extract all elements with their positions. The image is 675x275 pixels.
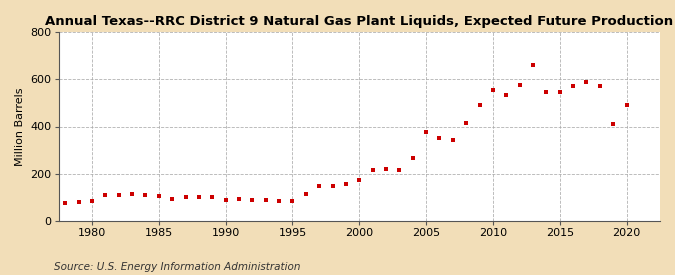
Point: [74, 200, 84, 204]
Point: [207, 195, 218, 200]
Point: [220, 197, 231, 202]
Point: [314, 183, 325, 188]
Title: Annual Texas--RRC District 9 Natural Gas Plant Liquids, Expected Future Producti: Annual Texas--RRC District 9 Natural Gas…: [45, 15, 674, 28]
Point: [60, 201, 71, 205]
Point: [461, 121, 472, 125]
Point: [394, 168, 405, 172]
Point: [568, 84, 578, 89]
Text: Source: U.S. Energy Information Administration: Source: U.S. Energy Information Administ…: [54, 262, 300, 272]
Point: [113, 193, 124, 197]
Point: [100, 193, 111, 197]
Point: [140, 193, 151, 197]
Point: [448, 137, 458, 142]
Point: [153, 194, 164, 199]
Point: [514, 83, 525, 87]
Point: [528, 63, 539, 67]
Point: [327, 183, 338, 188]
Point: [381, 167, 392, 171]
Point: [408, 156, 418, 161]
Point: [300, 192, 311, 196]
Point: [194, 195, 205, 200]
Y-axis label: Million Barrels: Million Barrels: [15, 87, 25, 166]
Point: [86, 199, 97, 203]
Point: [274, 199, 285, 203]
Point: [421, 130, 431, 134]
Point: [341, 182, 352, 187]
Point: [501, 92, 512, 97]
Point: [541, 90, 551, 94]
Point: [554, 90, 565, 94]
Point: [367, 168, 378, 172]
Point: [180, 195, 191, 200]
Point: [354, 177, 364, 182]
Point: [127, 192, 138, 196]
Point: [581, 79, 592, 84]
Point: [475, 103, 485, 108]
Point: [247, 197, 258, 202]
Point: [167, 196, 178, 201]
Point: [234, 196, 244, 201]
Point: [261, 197, 271, 202]
Point: [608, 122, 618, 126]
Point: [621, 103, 632, 108]
Point: [287, 199, 298, 203]
Point: [595, 84, 605, 89]
Point: [434, 136, 445, 141]
Point: [487, 88, 498, 92]
